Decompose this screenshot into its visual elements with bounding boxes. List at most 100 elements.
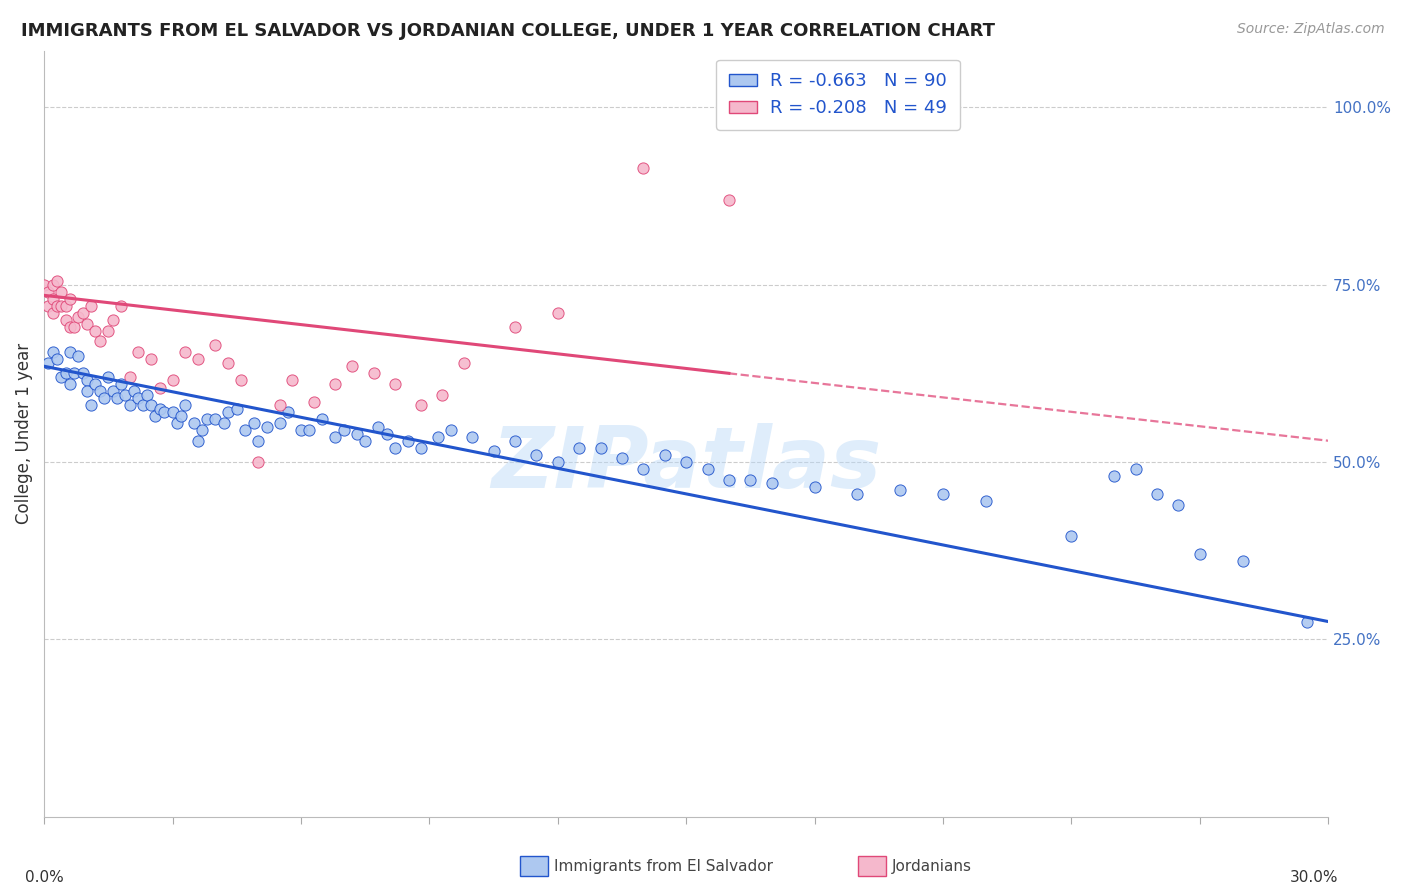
Point [153, 405, 176, 419]
Point [461, 430, 484, 444]
Point [174, 345, 197, 359]
Point [430, 387, 453, 401]
Point [1102, 469, 1125, 483]
Point [101, 313, 124, 327]
Point [633, 462, 655, 476]
Point [453, 356, 475, 370]
Point [122, 384, 145, 398]
Point [717, 193, 740, 207]
Point [503, 434, 526, 448]
Point [59, 376, 82, 391]
Point [1188, 547, 1211, 561]
Point [59, 345, 82, 359]
Point [204, 412, 226, 426]
Point [37, 299, 59, 313]
Point [84, 324, 107, 338]
Point [127, 391, 149, 405]
Point [139, 352, 162, 367]
Point [332, 423, 354, 437]
Point [342, 359, 364, 374]
Point [149, 401, 172, 416]
Point [269, 398, 291, 412]
Point [256, 419, 278, 434]
Point [162, 373, 184, 387]
Point [503, 320, 526, 334]
Point [346, 426, 368, 441]
Point [229, 373, 252, 387]
Point [139, 398, 162, 412]
Point [277, 405, 299, 419]
Point [217, 356, 239, 370]
Point [37, 285, 59, 299]
Point [67, 349, 90, 363]
Point [105, 391, 128, 405]
Point [51, 299, 73, 313]
Point [974, 494, 997, 508]
Point [547, 455, 569, 469]
Point [409, 441, 432, 455]
Point [46, 299, 69, 313]
Text: 0.0%: 0.0% [25, 870, 63, 885]
Text: Immigrants from El Salvador: Immigrants from El Salvador [554, 859, 773, 873]
Point [932, 487, 955, 501]
Point [233, 423, 256, 437]
Point [367, 419, 389, 434]
Point [76, 317, 98, 331]
Point [217, 405, 239, 419]
Point [195, 412, 218, 426]
Point [889, 483, 911, 498]
Text: 30.0%: 30.0% [1289, 870, 1339, 885]
Point [396, 434, 419, 448]
Point [375, 426, 398, 441]
Y-axis label: College, Under 1 year: College, Under 1 year [15, 343, 32, 524]
Point [409, 398, 432, 412]
Point [80, 398, 103, 412]
Point [166, 416, 188, 430]
Point [247, 434, 270, 448]
Point [174, 398, 197, 412]
Point [114, 387, 136, 401]
Point [323, 430, 346, 444]
Point [170, 409, 193, 423]
Point [633, 161, 655, 175]
Point [675, 455, 697, 469]
Point [243, 416, 266, 430]
Point [110, 376, 132, 391]
Point [55, 299, 77, 313]
Point [67, 310, 90, 324]
Point [97, 370, 120, 384]
Point [1232, 554, 1254, 568]
Point [187, 434, 209, 448]
Point [290, 423, 312, 437]
Point [84, 376, 107, 391]
Point [654, 448, 676, 462]
Point [46, 352, 69, 367]
Point [51, 370, 73, 384]
Point [311, 412, 333, 426]
Point [568, 441, 591, 455]
Point [76, 384, 98, 398]
Point [761, 476, 783, 491]
Point [118, 370, 141, 384]
Point [1146, 487, 1168, 501]
Point [1295, 615, 1317, 629]
Point [183, 416, 205, 430]
Point [131, 398, 153, 412]
Point [204, 338, 226, 352]
Point [717, 473, 740, 487]
Point [547, 306, 569, 320]
Text: ZIPatlas: ZIPatlas [491, 423, 882, 506]
Point [55, 313, 77, 327]
Point [384, 441, 406, 455]
Point [93, 391, 115, 405]
Point [59, 292, 82, 306]
Point [440, 423, 463, 437]
Point [80, 299, 103, 313]
Point [323, 376, 346, 391]
Point [482, 444, 505, 458]
Point [89, 334, 111, 349]
Point [37, 356, 59, 370]
Point [524, 448, 547, 462]
Point [354, 434, 377, 448]
Point [298, 423, 321, 437]
